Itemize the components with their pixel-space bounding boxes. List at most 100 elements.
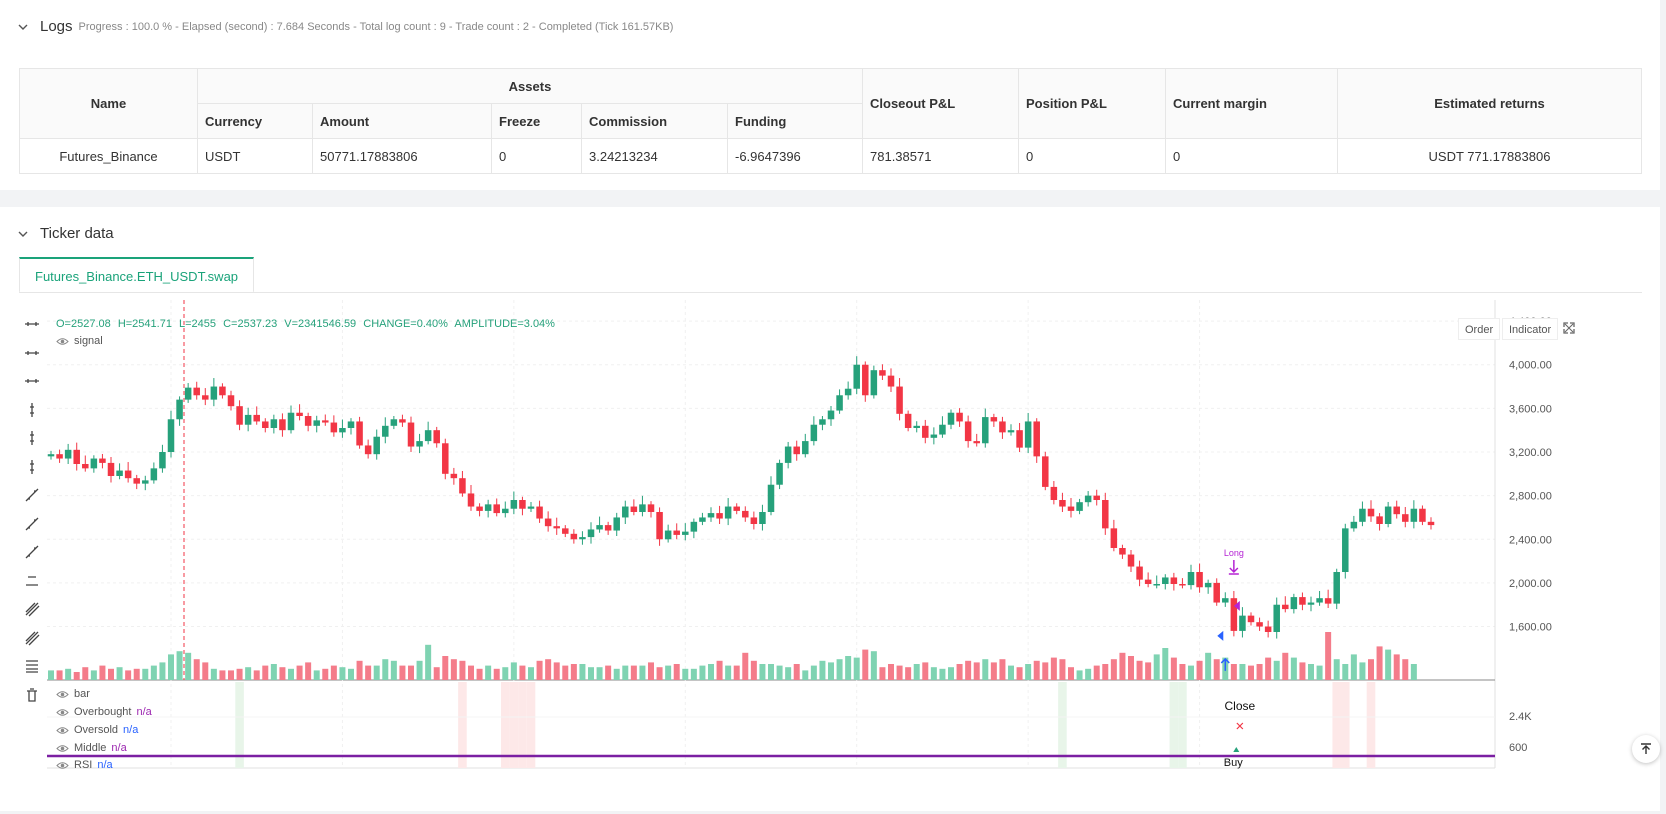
- volume-bar: [313, 670, 320, 680]
- horizontal-segment-icon[interactable]: [24, 373, 40, 389]
- candle: [930, 434, 938, 438]
- volume-bar: [1385, 649, 1392, 680]
- trash-icon[interactable]: [24, 687, 40, 703]
- ticker-header[interactable]: Ticker data: [18, 225, 114, 242]
- volume-bar: [485, 665, 492, 680]
- chevron-down-icon[interactable]: [18, 229, 28, 239]
- volume-bar: [1359, 662, 1366, 680]
- ohlc-volume: V=2341546.59: [284, 318, 357, 330]
- candle: [493, 504, 500, 514]
- volume-bar: [399, 665, 406, 680]
- price-chart[interactable]: 4,400.004,000.003,600.003,200.002,800.00…: [19, 300, 1579, 770]
- legend-bar[interactable]: bar: [56, 688, 90, 700]
- logs-header[interactable]: Logs Progress : 100.0 % - Elapsed (secon…: [18, 18, 673, 35]
- chevron-down-icon[interactable]: [18, 22, 28, 32]
- legend-signal[interactable]: signal: [56, 335, 103, 347]
- indicator-button[interactable]: Indicator: [1502, 318, 1559, 340]
- price-axis: 4,400.004,000.003,600.003,200.002,800.00…: [1509, 316, 1552, 633]
- candle: [733, 506, 740, 511]
- volume-bar: [1033, 660, 1040, 680]
- parallel-channel-icon[interactable]: [24, 601, 40, 617]
- candle: [304, 416, 312, 426]
- candle: [313, 420, 320, 426]
- rsi-zone: [1058, 682, 1067, 768]
- eye-icon[interactable]: [56, 690, 69, 699]
- eye-icon[interactable]: [56, 761, 69, 770]
- vertical-ray-icon-path: [30, 459, 34, 474]
- eye-icon[interactable]: [56, 337, 69, 346]
- candle: [844, 388, 852, 396]
- candle: [184, 387, 192, 400]
- scroll-top-button[interactable]: [1632, 735, 1660, 763]
- price-label-icon[interactable]: [24, 573, 40, 589]
- candle: [922, 425, 929, 438]
- volume-bar: [502, 667, 509, 680]
- pitchfork-icon[interactable]: [24, 630, 40, 646]
- rsi-zone: [1178, 682, 1187, 768]
- fullscreen-icon[interactable]: [1562, 321, 1576, 335]
- candle: [887, 375, 895, 387]
- candle: [767, 484, 775, 512]
- candle: [407, 422, 415, 447]
- horizontal-ray-icon[interactable]: [24, 345, 40, 361]
- ray-line-icon[interactable]: [24, 516, 40, 532]
- candle: [1316, 598, 1323, 603]
- volume-bar: [416, 660, 423, 680]
- candle: [219, 386, 226, 396]
- horizontal-line-icon[interactable]: [24, 316, 40, 332]
- legend-oversold[interactable]: Oversold n/a: [56, 724, 138, 736]
- volume-bar: [948, 667, 954, 680]
- col-funding: Funding: [727, 103, 863, 139]
- eye-icon[interactable]: [56, 744, 69, 753]
- rsi-zone: [1366, 682, 1376, 768]
- buy-arrow-icon: [1220, 657, 1230, 671]
- segment-line-icon[interactable]: [24, 544, 40, 560]
- volume-bar: [1110, 659, 1117, 680]
- candle: [1042, 456, 1049, 487]
- eye-icon[interactable]: [56, 726, 69, 735]
- candle: [1033, 421, 1040, 457]
- order-button[interactable]: Order: [1458, 318, 1501, 340]
- volume-bar: [1316, 665, 1323, 680]
- price-label-icon-path: [26, 575, 38, 586]
- legend-overbought[interactable]: Overbought n/a: [56, 706, 152, 718]
- candle: [330, 422, 338, 433]
- logs-status: Progress : 100.0 % - Elapsed (second) : …: [78, 20, 674, 33]
- volume-bar: [570, 664, 577, 680]
- legend-rsi[interactable]: RSI n/a: [56, 760, 113, 770]
- candle: [1342, 528, 1349, 572]
- volume-bar: [1068, 667, 1074, 680]
- volume-bar: [408, 665, 414, 680]
- candle: [1084, 495, 1092, 503]
- candle: [467, 493, 475, 507]
- volume-bar: [468, 665, 474, 680]
- volume-bar: [690, 668, 697, 680]
- logs-title: Logs: [40, 18, 73, 35]
- vertical-line-icon[interactable]: [24, 402, 40, 418]
- volume-bar: [1076, 670, 1083, 680]
- trend-line-icon[interactable]: [24, 487, 40, 503]
- candle: [673, 530, 680, 535]
- volume-bar: [1059, 659, 1066, 680]
- fib-lines-icon[interactable]: [24, 658, 40, 674]
- cell-name: Futures_Binance: [19, 138, 198, 174]
- tab-eth-usdt-swap[interactable]: Futures_Binance.ETH_USDT.swap: [19, 257, 255, 293]
- vertical-segment-icon[interactable]: [24, 430, 40, 446]
- price-label: 3,200.00: [1509, 447, 1552, 459]
- volume-bar: [253, 670, 260, 680]
- vertical-ray-icon[interactable]: [24, 459, 40, 475]
- candle: [373, 436, 380, 455]
- candle: [802, 441, 809, 455]
- col-assets: Assets: [197, 68, 863, 104]
- volume-bar: [348, 668, 354, 680]
- volume-bar: [1290, 657, 1297, 680]
- candle: [450, 473, 458, 479]
- candle: [853, 364, 860, 389]
- candle: [664, 530, 672, 540]
- price-label: 2,400.00: [1509, 534, 1552, 546]
- cell-funding: -6.9647396: [727, 138, 863, 174]
- legend-middle[interactable]: Middle n/a: [56, 742, 127, 754]
- candle: [1410, 508, 1418, 522]
- eye-icon[interactable]: [56, 708, 69, 717]
- candle: [613, 517, 620, 531]
